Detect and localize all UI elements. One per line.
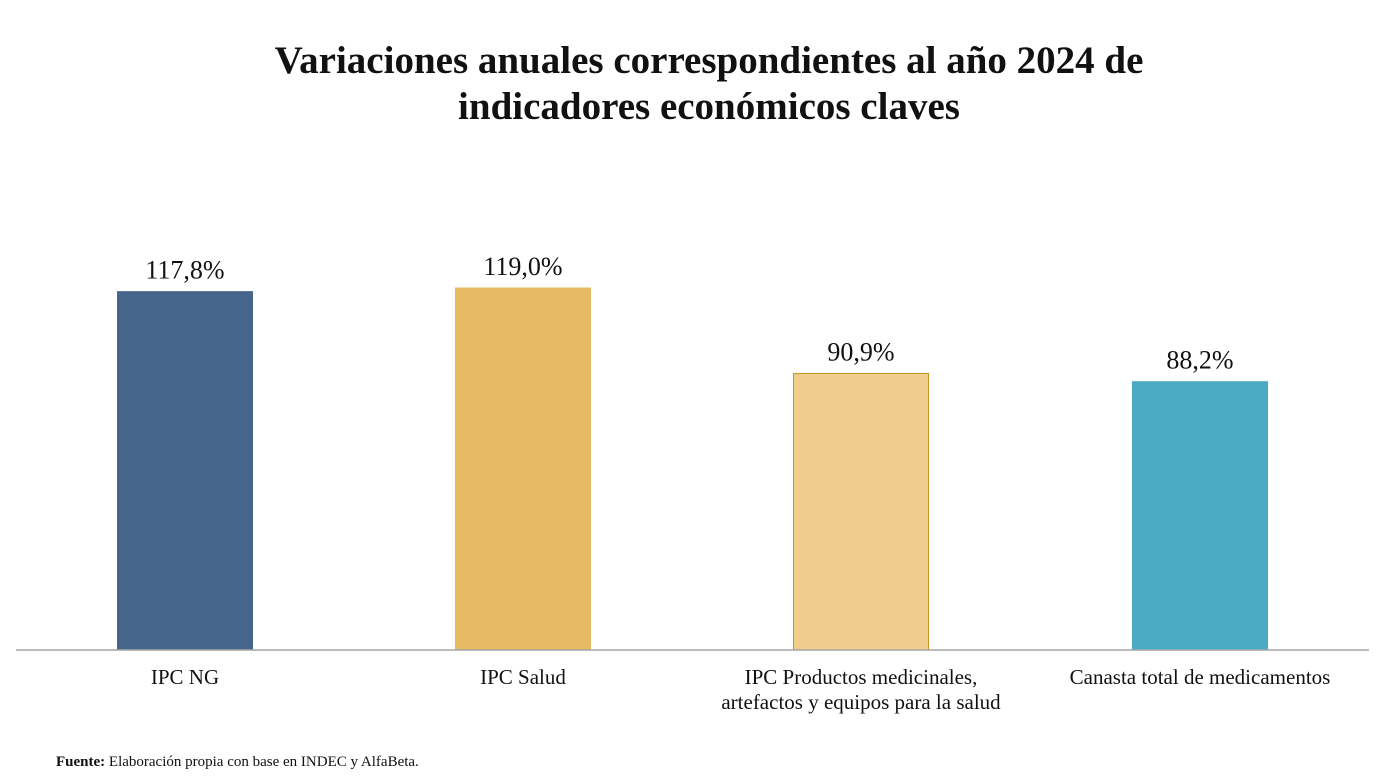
labels-group: 117,8% IPC NG 119,0% IPC Salud 90,9% IPC Prod… xyxy=(145,252,1330,714)
bar-4 xyxy=(1132,381,1268,651)
source-label: Fuente: xyxy=(56,754,106,770)
category-label-3-line-2: artefactos y equipos para la salud xyxy=(721,690,1001,714)
bars-group xyxy=(117,287,1268,651)
data-label-4: 88,2% xyxy=(1166,346,1233,375)
bar-1 xyxy=(117,291,253,651)
source-text: Elaboración propia con base en INDEC y A… xyxy=(105,754,419,770)
data-label-1: 117,8% xyxy=(145,256,224,285)
chart-title: Variaciones anuales correspondientes al … xyxy=(0,38,1393,130)
chart-title-line-2: indicadores económicos claves xyxy=(458,85,960,128)
data-label-2: 119,0% xyxy=(483,252,562,281)
bar-2 xyxy=(455,287,591,651)
chart-title-line-1: Variaciones anuales correspondientes al … xyxy=(274,39,1144,82)
category-label-2: IPC Salud xyxy=(480,665,566,689)
category-label-3-line-1: IPC Productos medicinales, xyxy=(745,665,978,689)
source-note: Fuente: Elaboración propia con base en I… xyxy=(56,754,419,771)
category-label-1: IPC NG xyxy=(151,665,219,689)
bar-3 xyxy=(793,372,929,651)
data-label-3: 90,9% xyxy=(827,337,894,366)
category-label-4: Canasta total de medicamentos xyxy=(1070,665,1331,689)
